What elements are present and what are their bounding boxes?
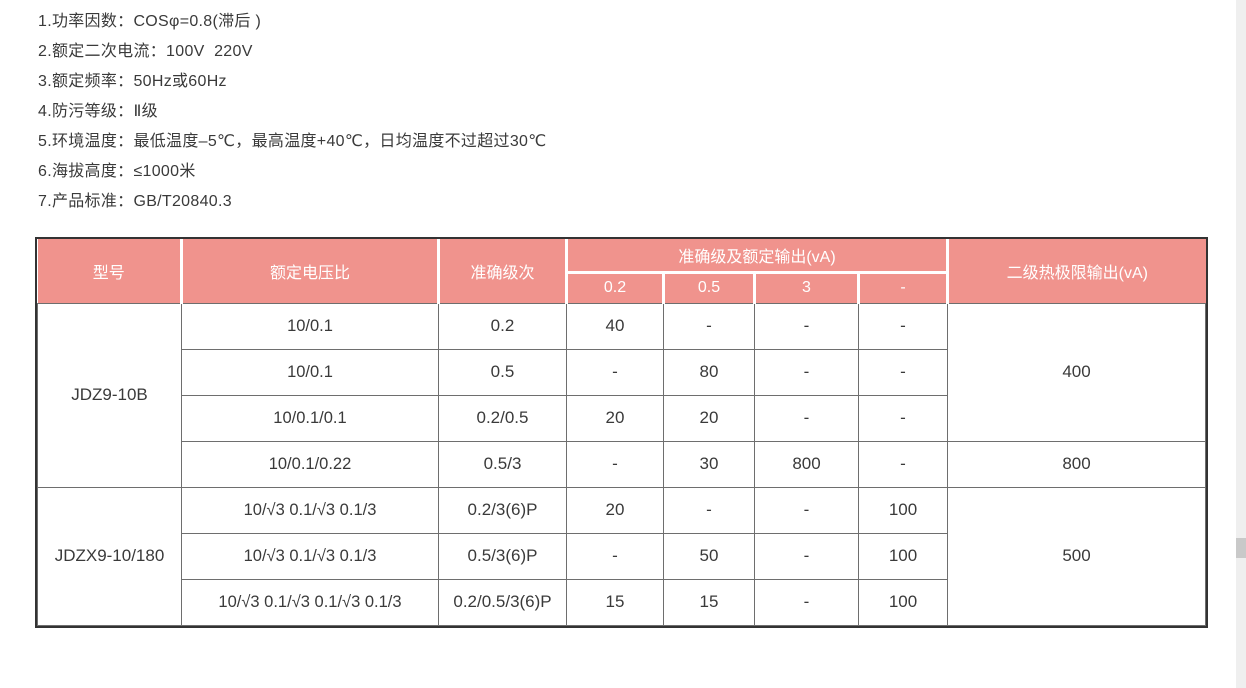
ratio-cell: 10/√3 0.1/√3 0.1/3 xyxy=(181,486,439,534)
model-cell: JDZX9-10/180 xyxy=(37,486,182,626)
output-cell: 20 xyxy=(566,486,664,534)
col-header-ratio: 额定电压比 xyxy=(180,239,440,303)
accuracy-cell: 0.2/3(6)P xyxy=(438,486,567,534)
table-row: 10/0.1/0.22 0.5/3 - 30 800 - 800 xyxy=(38,440,1207,488)
limit-cell: 800 xyxy=(947,440,1207,488)
output-cell: - xyxy=(754,302,859,350)
output-cell: - xyxy=(566,440,664,488)
table-row: 10/0.1/0.1 0.2/0.5 20 20 - - xyxy=(38,394,1206,442)
output-cell: - xyxy=(857,348,949,396)
output-cell: - xyxy=(754,348,859,396)
col-header-output-0_5: 0.5 xyxy=(662,272,756,303)
limit-cell: 500 xyxy=(947,486,1207,626)
col-header-limit: 二级热极限输出(vA) xyxy=(946,239,1206,303)
output-cell: - xyxy=(754,394,859,442)
col-header-output-3: 3 xyxy=(753,272,860,303)
output-cell: 50 xyxy=(663,532,755,580)
spec-notes: 1.功率因数：COSφ=0.8(滞后 ) 2.额定二次电流：100V 220V … xyxy=(38,7,547,217)
output-cell: 40 xyxy=(566,302,664,350)
output-cell: 800 xyxy=(754,440,859,488)
output-cell: 20 xyxy=(566,394,664,442)
accuracy-cell: 0.2/0.5/3(6)P xyxy=(438,578,567,626)
accuracy-cell: 0.2/0.5 xyxy=(438,394,567,442)
ratio-cell: 10/√3 0.1/√3 0.1/3 xyxy=(181,532,439,580)
scrollbar-thumb[interactable] xyxy=(1236,538,1246,558)
table-row: JDZX9-10/180 10/√3 0.1/√3 0.1/3 0.2/3(6)… xyxy=(37,486,1207,626)
output-cell: - xyxy=(857,394,949,442)
spec-note: 2.额定二次电流：100V 220V xyxy=(38,43,253,60)
output-cell: - xyxy=(857,440,949,488)
spec-note: 4.防污等级：Ⅱ级 xyxy=(38,103,158,120)
output-cell: - xyxy=(754,578,859,626)
table-row: 10/√3 0.1/√3 0.1/√3 0.1/3 0.2/0.5/3(6)P … xyxy=(38,578,1206,626)
spec-note: 3.额定频率：50Hz或60Hz xyxy=(38,73,227,90)
output-cell: 20 xyxy=(663,394,755,442)
table-row: 10/0.1 0.5 - 80 - - xyxy=(38,348,1206,396)
spec-note: 5.环境温度：最低温度–5℃，最高温度+40℃，日均温度不过超过30℃ xyxy=(38,133,547,150)
accuracy-cell: 0.5/3(6)P xyxy=(438,532,567,580)
col-header-output-dash: - xyxy=(856,272,950,303)
ratio-cell: 10/0.1 xyxy=(181,348,439,396)
output-cell: - xyxy=(754,532,859,580)
table-row: JDZ9-10B 10/0.1 0.2 40 - - - 400 xyxy=(37,302,1207,488)
output-cell: 30 xyxy=(663,440,755,488)
ratio-cell: 10/√3 0.1/√3 0.1/√3 0.1/3 xyxy=(181,578,439,626)
output-cell: 100 xyxy=(857,486,949,534)
output-cell: - xyxy=(663,302,755,350)
model-cell: JDZ9-10B xyxy=(37,302,182,488)
output-cell: 100 xyxy=(857,578,949,626)
col-header-output-0_2: 0.2 xyxy=(565,272,665,303)
spec-note: 7.产品标准：GB/T20840.3 xyxy=(38,193,232,210)
spec-note: 6.海拔高度：≤1000米 xyxy=(38,163,196,180)
output-cell: - xyxy=(566,348,664,396)
col-header-accuracy: 准确级次 xyxy=(437,239,568,303)
output-cell: 15 xyxy=(566,578,664,626)
col-header-output-group: 准确级及额定输出(vA) xyxy=(564,239,950,274)
output-cell: 100 xyxy=(857,532,949,580)
accuracy-cell: 0.2 xyxy=(438,302,567,350)
output-cell: - xyxy=(663,486,755,534)
output-cell: - xyxy=(857,302,949,350)
ratio-cell: 10/0.1 xyxy=(181,302,439,350)
spec-note: 1.功率因数：COSφ=0.8(滞后 ) xyxy=(38,13,262,30)
spec-table: 型号 额定电压比 准确级次 准确级及额定输出(vA) 二级热极限输出(vA) 0… xyxy=(35,237,1209,628)
ratio-cell: 10/0.1/0.22 xyxy=(181,440,439,488)
output-cell: 15 xyxy=(663,578,755,626)
output-cell: 80 xyxy=(663,348,755,396)
col-header-model: 型号 xyxy=(37,239,183,303)
ratio-cell: 10/0.1/0.1 xyxy=(181,394,439,442)
accuracy-cell: 0.5/3 xyxy=(438,440,567,488)
output-cell: - xyxy=(566,532,664,580)
vertical-scrollbar[interactable] xyxy=(1236,0,1246,688)
accuracy-cell: 0.5 xyxy=(438,348,567,396)
output-cell: - xyxy=(754,486,859,534)
limit-cell: 400 xyxy=(947,302,1207,442)
